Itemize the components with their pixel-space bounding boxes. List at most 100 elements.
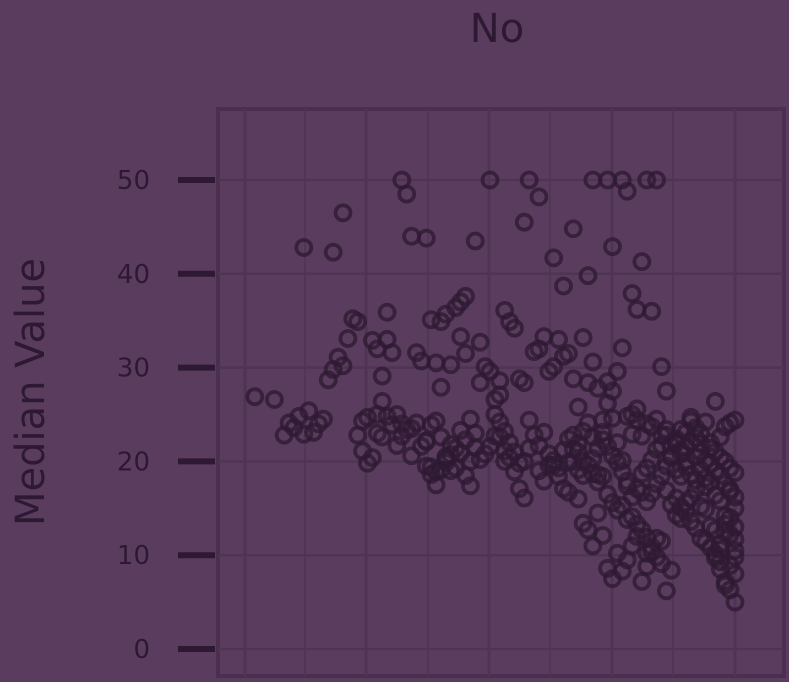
data-point bbox=[358, 407, 377, 427]
data-point bbox=[441, 355, 461, 375]
data-point bbox=[294, 238, 314, 257]
data-point bbox=[333, 356, 353, 376]
data-point bbox=[725, 529, 745, 549]
data-point bbox=[710, 552, 730, 572]
data-point bbox=[563, 219, 583, 239]
data-point bbox=[338, 329, 358, 348]
data-point bbox=[622, 284, 642, 303]
y-axis-title: Median Value bbox=[8, 258, 54, 526]
data-point bbox=[622, 424, 642, 444]
y-tick-label: 50 bbox=[117, 166, 150, 196]
y-tick-label: 10 bbox=[117, 541, 150, 571]
data-point bbox=[470, 373, 490, 393]
data-point bbox=[593, 410, 613, 430]
data-point bbox=[377, 302, 397, 322]
data-point bbox=[701, 433, 720, 453]
data-point bbox=[534, 471, 554, 491]
data-point bbox=[387, 405, 407, 424]
data-point bbox=[637, 170, 657, 190]
data-point bbox=[715, 575, 735, 595]
data-point bbox=[696, 499, 715, 519]
data-point bbox=[627, 399, 647, 419]
data-point bbox=[490, 412, 510, 432]
data-point bbox=[627, 527, 647, 546]
data-point bbox=[402, 446, 422, 466]
data-point bbox=[617, 471, 637, 491]
data-point bbox=[593, 526, 613, 545]
data-point bbox=[362, 448, 382, 468]
data-point bbox=[529, 187, 549, 207]
data-point bbox=[348, 312, 368, 332]
data-point bbox=[725, 463, 745, 483]
data-point bbox=[456, 286, 475, 306]
data-point bbox=[387, 436, 407, 455]
data-point bbox=[485, 390, 505, 409]
data-point bbox=[725, 564, 745, 584]
data-point bbox=[568, 397, 588, 417]
data-point bbox=[544, 248, 564, 268]
data-point bbox=[372, 366, 392, 386]
data-point bbox=[514, 373, 534, 393]
data-point bbox=[372, 427, 392, 447]
data-point bbox=[583, 352, 603, 372]
data-point bbox=[652, 357, 671, 377]
data-point bbox=[622, 487, 642, 507]
data-point bbox=[608, 361, 627, 381]
data-point bbox=[583, 427, 603, 447]
data-point bbox=[647, 170, 666, 190]
data-point bbox=[588, 503, 608, 523]
data-point bbox=[573, 466, 593, 485]
data-point bbox=[451, 421, 471, 440]
data-point bbox=[294, 424, 314, 444]
data-point bbox=[632, 252, 652, 272]
y-tick-label: 30 bbox=[117, 354, 150, 384]
data-point bbox=[603, 237, 622, 256]
data-point bbox=[612, 462, 632, 482]
data-point bbox=[490, 371, 510, 391]
data-point bbox=[470, 332, 490, 352]
data-point bbox=[299, 401, 319, 421]
data-point bbox=[691, 434, 711, 453]
data-point bbox=[593, 467, 613, 486]
data-point bbox=[416, 228, 436, 248]
data-point bbox=[573, 328, 593, 347]
data-point bbox=[519, 170, 539, 190]
data-point bbox=[657, 420, 676, 439]
data-point bbox=[657, 581, 676, 601]
data-point bbox=[460, 451, 480, 471]
data-point bbox=[622, 536, 642, 556]
data-point bbox=[313, 409, 333, 429]
data-point bbox=[578, 266, 598, 286]
panel-title: No bbox=[470, 6, 524, 52]
data-points bbox=[245, 170, 745, 612]
data-point bbox=[524, 425, 544, 445]
grid-lines bbox=[218, 109, 784, 676]
data-point bbox=[451, 327, 471, 347]
data-point bbox=[706, 391, 725, 411]
data-point bbox=[666, 488, 686, 508]
data-point bbox=[544, 357, 564, 377]
data-point bbox=[559, 344, 578, 363]
data-point bbox=[568, 442, 588, 462]
data-point bbox=[647, 528, 666, 548]
data-point bbox=[725, 592, 745, 612]
data-point bbox=[460, 409, 480, 429]
data-point bbox=[480, 170, 500, 190]
data-point bbox=[583, 536, 603, 556]
data-point bbox=[510, 479, 529, 499]
y-axis-ticks bbox=[178, 177, 215, 652]
y-tick-label: 40 bbox=[117, 260, 150, 290]
data-point bbox=[348, 425, 368, 445]
data-point bbox=[720, 482, 740, 501]
data-point bbox=[642, 301, 662, 321]
data-point bbox=[603, 381, 622, 401]
data-point bbox=[456, 344, 475, 363]
data-point bbox=[245, 387, 265, 407]
data-point bbox=[676, 451, 696, 471]
data-point bbox=[431, 377, 451, 397]
data-point bbox=[534, 422, 554, 442]
data-point bbox=[676, 502, 696, 522]
data-point bbox=[554, 276, 573, 296]
data-point bbox=[549, 330, 568, 349]
